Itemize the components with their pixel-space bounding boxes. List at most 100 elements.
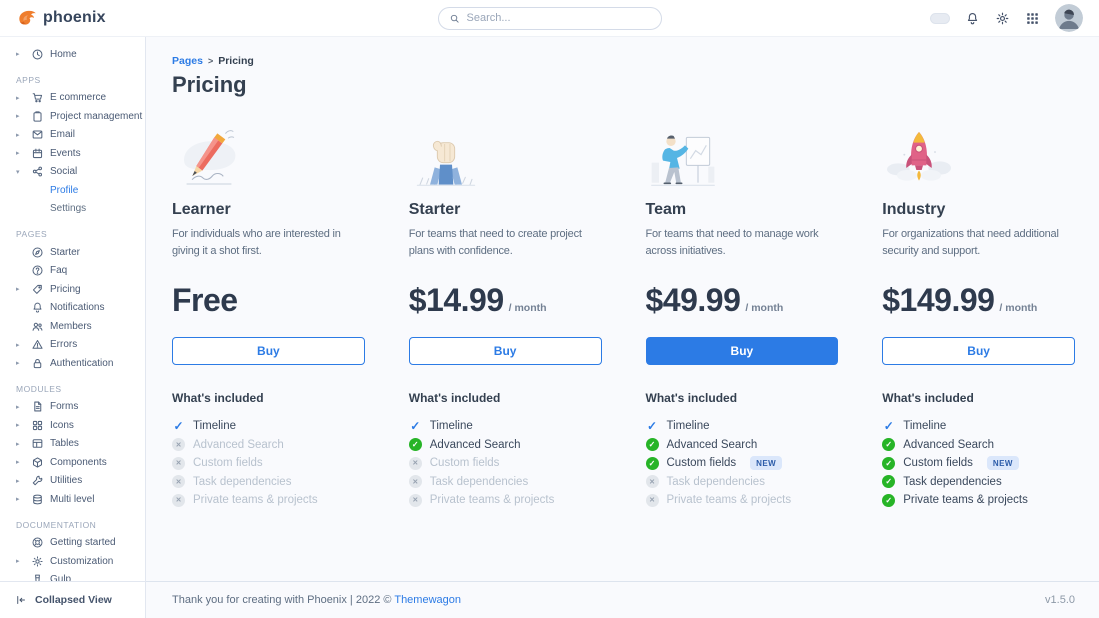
sidebar-item-label: Gulp bbox=[50, 574, 72, 581]
bottle-icon bbox=[31, 573, 44, 581]
sidebar-item-forms[interactable]: ▸ Forms bbox=[16, 398, 141, 417]
app-logo[interactable]: phoenix bbox=[16, 8, 106, 29]
sidebar-item-faq[interactable]: Faq bbox=[16, 262, 141, 281]
sidebar-item-components[interactable]: ▸ Components bbox=[16, 453, 141, 472]
sidebar-item-social[interactable]: ▾ Social bbox=[16, 163, 141, 182]
collapsed-view-toggle[interactable]: Collapsed View bbox=[0, 581, 145, 618]
gear-icon[interactable] bbox=[995, 11, 1010, 26]
sidebar-section-label: MODULES bbox=[16, 383, 62, 394]
sidebar-item-customization[interactable]: ▸ Customization bbox=[16, 552, 141, 571]
plan-card-learner: Learner For individuals who are intereste… bbox=[172, 126, 365, 510]
feature-label: Custom fields bbox=[903, 457, 973, 470]
sidebar-item-pricing[interactable]: ▸ Pricing bbox=[16, 280, 141, 299]
plan-illustration bbox=[882, 126, 1075, 188]
plan-description: For teams that need to create project pl… bbox=[408, 228, 582, 257]
plan-price-amount: $149.99 bbox=[882, 282, 995, 318]
sidebar-item-label: Utilities bbox=[50, 475, 83, 487]
sidebar-subitem-profile[interactable]: Profile bbox=[50, 184, 79, 196]
sidebar-item-home[interactable]: ▸ Home bbox=[16, 45, 141, 64]
sidebar-item-authentication[interactable]: ▸ Authentication bbox=[16, 354, 141, 373]
apps-grid-icon[interactable] bbox=[1025, 11, 1040, 26]
feature-row: ✕ Custom fields bbox=[408, 454, 602, 473]
sidebar-section-label: DOCUMENTATION bbox=[16, 519, 97, 530]
feature-label: Advanced Search bbox=[666, 438, 758, 451]
main-content: Pages > Pricing Pricing Learner For individ… bbox=[146, 37, 1099, 618]
chevron-right-icon: ▸ bbox=[16, 286, 20, 294]
sidebar-section-label: PAGES bbox=[16, 229, 48, 239]
sidebar-item-utilities[interactable]: ▸ Utilities bbox=[16, 472, 141, 491]
feature-row: ✕ Private teams & projects bbox=[408, 491, 602, 510]
sidebar-item-label: Starter bbox=[50, 246, 81, 258]
share-icon bbox=[31, 165, 44, 178]
theme-toggle[interactable] bbox=[930, 12, 950, 24]
new-badge: NEW bbox=[986, 456, 1019, 471]
sidebar-item-label: Forms bbox=[50, 401, 79, 413]
buy-button-learner[interactable]: Buy bbox=[172, 337, 365, 365]
phoenix-flame-icon bbox=[16, 8, 37, 29]
check-circle-icon: ✓ bbox=[408, 438, 422, 452]
feature-label: Advanced Search bbox=[429, 438, 521, 451]
feature-label: Custom fields bbox=[193, 457, 263, 470]
feature-label: Custom fields bbox=[666, 457, 737, 470]
search-input[interactable] bbox=[466, 12, 651, 24]
gear-icon bbox=[31, 555, 44, 568]
cross-circle-icon: ✕ bbox=[645, 475, 659, 489]
sidebar-item-starter[interactable]: Starter bbox=[16, 243, 141, 262]
sidebar-item-tables[interactable]: ▸ Tables bbox=[16, 435, 141, 454]
sidebar-item-label: Authentication bbox=[50, 357, 114, 369]
sidebar-item-label: Events bbox=[50, 147, 81, 159]
sidebar-item-errors[interactable]: ▸ Errors bbox=[16, 336, 141, 355]
pricing-plans: Learner For individuals who are intereste… bbox=[172, 126, 1075, 510]
breadcrumb: Pages > Pricing bbox=[172, 55, 1075, 67]
sidebar-item-getting-started[interactable]: Getting started bbox=[16, 534, 141, 553]
chevron-right-icon: ▸ bbox=[16, 459, 20, 467]
sidebar-item-events[interactable]: ▸ Events bbox=[16, 144, 141, 163]
collapsed-view-label: Collapsed View bbox=[35, 594, 112, 606]
footer-thanks-text: Thank you for creating with Phoenix | 20… bbox=[172, 594, 395, 606]
cross-circle-icon: ✕ bbox=[172, 493, 185, 507]
sidebar-item-icons[interactable]: ▸ Icons bbox=[16, 416, 141, 435]
sidebar-item-multi-level[interactable]: ▸ Multi level bbox=[16, 490, 141, 509]
sidebar-item-gulp[interactable]: Gulp bbox=[16, 571, 141, 581]
themewagon-link[interactable]: Themewagon bbox=[394, 594, 461, 606]
calendar-icon bbox=[31, 147, 44, 160]
footer-version: v1.5.0 bbox=[1045, 594, 1075, 606]
cross-circle-icon: ✕ bbox=[172, 456, 185, 470]
breadcrumb-pages-link[interactable]: Pages bbox=[172, 55, 203, 67]
buy-button-industry[interactable]: Buy bbox=[882, 337, 1075, 365]
app-shell: ▸ Home APPS ▸ E commerce ▸ Project management ▸… bbox=[0, 37, 1099, 618]
check-circle-icon: ✓ bbox=[645, 456, 659, 470]
feature-list: ✓ Timeline ✓ Advanced Search ✕ Custom fields ✕… bbox=[408, 417, 602, 510]
user-avatar[interactable] bbox=[1055, 4, 1083, 32]
page-footer: Thank you for creating with Phoenix | 20… bbox=[146, 581, 1099, 618]
feature-list: ✓ Timeline ✓ Advanced Search ✓ Custom fields N… bbox=[645, 417, 839, 510]
sidebar-nav: ▸ Home APPS ▸ E commerce ▸ Project management ▸… bbox=[0, 37, 145, 581]
plan-name: Industry bbox=[882, 201, 946, 218]
chevron-right-icon: ▸ bbox=[16, 403, 20, 411]
check-circle-icon: ✓ bbox=[882, 475, 896, 489]
plan-price-amount: $49.99 bbox=[645, 282, 741, 318]
buy-button-team[interactable]: Buy bbox=[645, 337, 839, 365]
clipboard-icon bbox=[31, 110, 44, 123]
sidebar-item-project-management[interactable]: ▸ Project management bbox=[16, 107, 143, 126]
sidebar-item-label: Icons bbox=[50, 419, 74, 431]
breadcrumb-current: Pricing bbox=[218, 55, 254, 67]
sidebar-subitem-settings[interactable]: Settings bbox=[50, 203, 87, 215]
check-icon: ✓ bbox=[646, 419, 658, 434]
sidebar-item-e-commerce[interactable]: ▸ E commerce bbox=[16, 89, 141, 108]
feature-row: ✓ Timeline bbox=[882, 417, 1075, 436]
starter-illustration-icon bbox=[409, 128, 483, 188]
file-icon bbox=[31, 400, 44, 413]
sidebar-item-members[interactable]: Members bbox=[16, 317, 141, 336]
chevron-right-icon: ▸ bbox=[16, 558, 20, 566]
chevron-right-icon: ▸ bbox=[16, 51, 20, 59]
buy-button-starter[interactable]: Buy bbox=[408, 337, 602, 365]
bell-icon[interactable] bbox=[965, 11, 980, 26]
chevron-right-icon: ▸ bbox=[16, 94, 20, 102]
sidebar-item-label: Project management bbox=[50, 110, 143, 122]
included-heading: What's included bbox=[645, 391, 738, 405]
sidebar-item-email[interactable]: ▸ Email bbox=[16, 126, 141, 145]
sidebar-item-notifications[interactable]: Notifications bbox=[16, 299, 141, 318]
feature-row: ✕ Private teams & projects bbox=[645, 491, 839, 510]
